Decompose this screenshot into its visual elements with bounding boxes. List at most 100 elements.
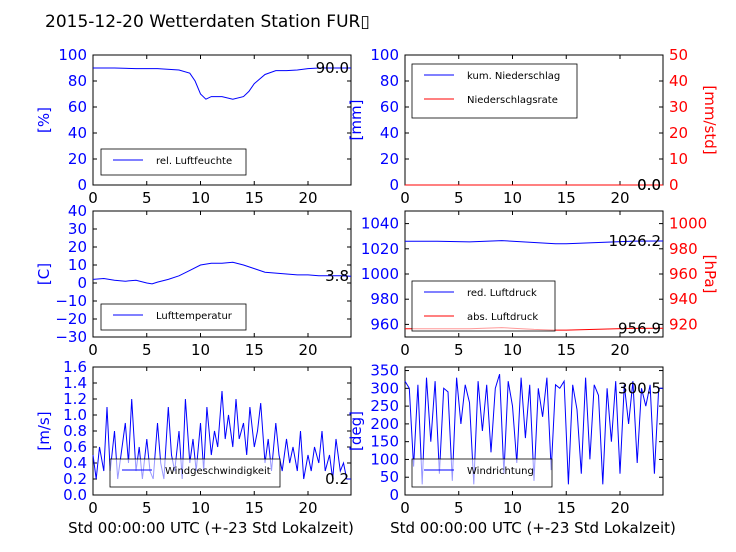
precipitation-annotation2: 0.0 <box>637 176 661 194</box>
precipitation-xtick-label: 0 <box>400 189 410 207</box>
precipitation-y2tick-label: 0 <box>669 176 679 194</box>
humidity-ytick-label: 40 <box>68 124 87 142</box>
windspeed-ytick-label: 1.2 <box>63 390 87 408</box>
precipitation-y2tick-label: 20 <box>669 124 688 142</box>
humidity-xtick-label: 20 <box>298 189 317 207</box>
windspeed-annotation: 0.2 <box>325 470 349 488</box>
pressure-legend-box <box>411 280 556 332</box>
precipitation-y2tick-label: 40 <box>669 72 688 90</box>
winddirection-legend-label: Windrichtung <box>467 466 534 477</box>
windspeed-ylabel: [m/s] <box>35 411 53 450</box>
pressure-ytick-label: 980 <box>370 290 399 308</box>
pressure-annotation2: 956.9 <box>618 319 661 337</box>
windspeed-ytick-label: 0.6 <box>63 438 87 456</box>
winddirection-xtick-label: 0 <box>400 499 410 517</box>
temperature-ytick-label: −20 <box>55 310 87 328</box>
pressure-xtick-label: 10 <box>503 341 522 359</box>
temperature-ytick-label: −30 <box>55 328 87 346</box>
precipitation-annotation: 0.0 <box>637 176 661 194</box>
humidity-ytick-label: 0 <box>77 176 87 194</box>
precipitation-y2tick-label: 30 <box>669 98 688 116</box>
winddirection-ytick-label: 300 <box>370 379 399 397</box>
precipitation-ytick-label: 80 <box>380 72 399 90</box>
temperature-ytick-label: 30 <box>68 220 87 238</box>
precipitation-xtick-label: 15 <box>557 189 576 207</box>
pressure-y2tick-label: 980 <box>669 240 698 258</box>
humidity-ytick-label: 20 <box>68 150 87 168</box>
windspeed-ytick-label: 0.8 <box>63 422 87 440</box>
winddirection-ytick-label: 50 <box>380 468 399 486</box>
pressure-xtick-label: 15 <box>557 341 576 359</box>
precipitation-xtick-label: 20 <box>610 189 629 207</box>
pressure-xtick-label: 0 <box>400 341 410 359</box>
temperature-legend-label: Lufttemperatur <box>156 311 233 322</box>
temperature-xtick-label: 20 <box>298 341 317 359</box>
pressure-y2tick-label: 960 <box>669 265 698 283</box>
temperature-plot-frame <box>92 210 352 338</box>
humidity-xtick-label: 0 <box>88 189 98 207</box>
windspeed-xtick-label: 20 <box>298 499 317 517</box>
figure-title: 2015-12-20 Wetterdaten Station FUR▯ <box>45 12 370 32</box>
winddirection-xtick-label: 15 <box>557 499 576 517</box>
winddirection-ytick-label: 100 <box>370 450 399 468</box>
windspeed-ytick-label: 1.4 <box>63 374 87 392</box>
humidity-ytick-label: 60 <box>68 98 87 116</box>
precipitation-y2tick-label: 10 <box>669 150 688 168</box>
pressure-ytick-label: 1020 <box>361 240 399 258</box>
precipitation-xtick-label: 5 <box>454 189 464 207</box>
precipitation-ytick-label: 100 <box>370 46 399 64</box>
windspeed-legend-label: Windgeschwindigkeit <box>165 466 271 477</box>
humidity-xtick-label: 10 <box>191 189 210 207</box>
pressure-xtick-label: 20 <box>610 341 629 359</box>
temperature-ytick-label: 20 <box>68 238 87 256</box>
temperature-legend-box <box>100 303 247 331</box>
windspeed-ytick-label: 0.4 <box>63 454 87 472</box>
precipitation-ylabel2: [mm/std] <box>701 85 719 154</box>
precipitation-xtick-label: 10 <box>503 189 522 207</box>
pressure-ytick-label: 1040 <box>361 215 399 233</box>
pressure-ytick-label: 960 <box>370 315 399 333</box>
temperature-xtick-label: 10 <box>191 341 210 359</box>
temperature-series-0-line <box>92 261 352 285</box>
winddirection-legend-box <box>411 458 553 488</box>
temperature-xtick-label: 15 <box>245 341 264 359</box>
precipitation-legend-label: kum. Niederschlag <box>467 71 560 82</box>
pressure-legend-label: red. Luftdruck <box>467 288 537 299</box>
humidity-plot-frame <box>92 54 352 186</box>
windspeed-ytick-label: 0.2 <box>63 470 87 488</box>
winddirection-ytick-label: 200 <box>370 415 399 433</box>
winddirection-annotation: 300.5 <box>618 379 661 397</box>
precipitation-ylabel: [mm] <box>347 100 365 141</box>
winddirection-ylabel: [deg] <box>347 411 365 451</box>
precipitation-ytick-label: 20 <box>380 150 399 168</box>
humidity-ytick-label: 100 <box>58 46 87 64</box>
windspeed-xtick-label: 5 <box>142 499 152 517</box>
pressure-xtick-label: 5 <box>454 341 464 359</box>
winddirection-xtick-label: 5 <box>454 499 464 517</box>
humidity-series-0-line <box>93 67 351 100</box>
temperature-ytick-label: 40 <box>68 202 87 220</box>
pressure-ylabel2: [hPa] <box>701 255 719 294</box>
windspeed-ytick-label: 1.6 <box>63 358 87 376</box>
precipitation-y2tick-label: 50 <box>669 46 688 64</box>
temperature-ytick-label: −10 <box>55 292 87 310</box>
precipitation-ytick-label: 0 <box>389 176 399 194</box>
winddirection-ytick-label: 350 <box>370 362 399 380</box>
winddirection-xtick-label: 20 <box>610 499 629 517</box>
humidity-legend-label: rel. Luftfeuchte <box>156 156 232 167</box>
winddirection-plot-frame <box>404 366 664 496</box>
precipitation-ytick-label: 40 <box>380 124 399 142</box>
winddirection-ytick-label: 250 <box>370 397 399 415</box>
winddirection-ytick-label: 0 <box>389 486 399 504</box>
pressure-y2tick-label: 920 <box>669 315 698 333</box>
humidity-annotation: 90.0 <box>316 59 349 77</box>
temperature-ytick-label: 0 <box>77 274 87 292</box>
precipitation-legend-box <box>411 63 578 119</box>
pressure-legend-label: abs. Luftdruck <box>467 312 538 323</box>
temperature-xtick-label: 0 <box>88 341 98 359</box>
temperature-annotation: 3.8 <box>325 267 349 285</box>
xlabel-left: Std 00:00:00 UTC (+-23 Std Lokalzeit) <box>68 519 354 537</box>
pressure-y2tick-label: 940 <box>669 290 698 308</box>
windspeed-xtick-label: 15 <box>245 499 264 517</box>
